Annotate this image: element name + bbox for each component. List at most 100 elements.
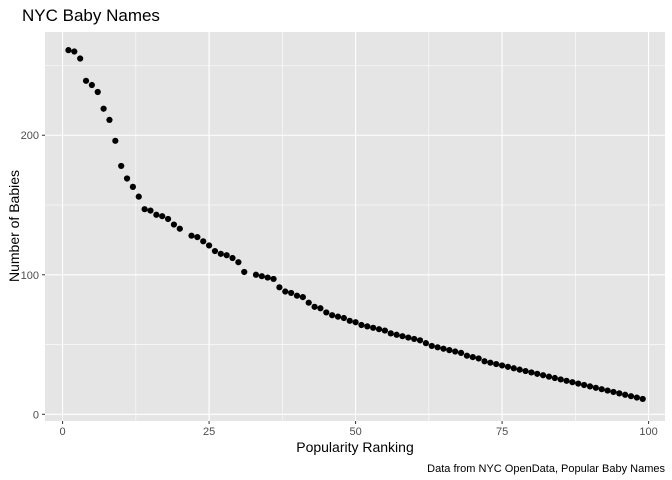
data-point: [452, 348, 459, 355]
data-point: [575, 380, 582, 387]
data-point: [153, 211, 160, 218]
data-point: [200, 238, 207, 245]
data-point: [428, 342, 435, 350]
data-point: [516, 366, 523, 373]
data-point: [159, 213, 166, 220]
x-axis-ticks: 0 25 50 75 100: [60, 421, 658, 438]
data-point: [323, 309, 330, 316]
data-point: [422, 340, 430, 347]
data-points: [65, 47, 646, 403]
data-point: [346, 317, 353, 324]
data-point: [557, 376, 564, 383]
data-point: [528, 369, 535, 376]
data-point: [123, 175, 131, 182]
data-point: [65, 47, 72, 54]
data-point: [540, 372, 547, 379]
y-tick-label: 200: [21, 130, 39, 142]
data-point: [393, 331, 400, 338]
x-tick-label: 25: [203, 426, 215, 438]
data-point: [358, 321, 365, 329]
data-point: [340, 314, 347, 322]
data-point: [581, 381, 588, 389]
data-point: [434, 344, 441, 351]
plot-panel: [45, 32, 665, 421]
data-point: [522, 367, 529, 375]
data-point: [586, 383, 594, 390]
data-point: [100, 105, 107, 112]
data-point: [604, 387, 611, 394]
y-axis-title: Number of Babies: [6, 170, 22, 282]
data-point: [493, 360, 500, 368]
data-point: [94, 88, 101, 96]
data-point: [205, 242, 213, 249]
data-point: [88, 81, 95, 89]
data-point: [352, 319, 359, 326]
data-point: [411, 335, 418, 343]
data-point: [498, 362, 506, 369]
data-point: [229, 254, 236, 262]
data-point: [71, 48, 78, 55]
data-point: [446, 347, 453, 354]
data-point: [170, 221, 178, 228]
data-point: [235, 259, 242, 266]
data-point: [569, 379, 576, 386]
data-point: [241, 268, 248, 276]
grid-lines: [45, 32, 665, 421]
data-point: [405, 334, 412, 341]
data-point: [551, 374, 558, 382]
data-point: [118, 162, 125, 170]
data-point: [534, 370, 541, 377]
data-point: [264, 274, 271, 281]
data-point: [440, 345, 447, 352]
data-point: [176, 225, 183, 232]
data-point: [141, 206, 148, 213]
data-point: [217, 250, 224, 257]
data-point: [598, 386, 605, 393]
data-point: [399, 333, 406, 340]
data-point: [188, 232, 195, 239]
data-point: [211, 247, 219, 255]
data-point: [610, 388, 617, 396]
data-point: [317, 305, 324, 312]
y-tick-label: 0: [33, 409, 39, 421]
y-axis-ticks: 0 100 200: [21, 130, 45, 421]
data-point: [416, 337, 424, 344]
data-point: [311, 303, 318, 310]
x-axis-title: Popularity Ranking: [296, 439, 414, 455]
x-tick-label: 50: [349, 426, 361, 438]
data-point: [616, 390, 623, 397]
x-tick-label: 0: [60, 426, 66, 438]
data-point: [639, 395, 646, 403]
data-point: [592, 384, 599, 391]
data-point: [510, 365, 517, 372]
data-point: [112, 137, 119, 144]
data-point: [270, 275, 277, 283]
data-point: [381, 327, 388, 334]
data-point: [147, 207, 154, 214]
data-point: [563, 377, 570, 384]
chart-title: NYC Baby Names: [22, 6, 160, 25]
data-point: [194, 234, 201, 241]
data-point: [370, 324, 377, 331]
data-point: [288, 289, 295, 297]
x-tick-label: 75: [496, 426, 508, 438]
data-point: [106, 116, 113, 124]
data-point: [252, 271, 260, 278]
data-point: [329, 312, 336, 319]
data-point: [481, 358, 488, 365]
data-point: [305, 299, 312, 306]
data-point: [293, 292, 301, 299]
data-point: [375, 326, 383, 333]
data-point: [276, 284, 283, 291]
data-point: [364, 323, 371, 330]
data-point: [504, 363, 512, 370]
data-point: [463, 352, 471, 359]
y-tick-label: 100: [21, 270, 39, 282]
data-point: [627, 393, 635, 400]
data-point: [457, 349, 465, 357]
data-point: [164, 215, 172, 223]
data-point: [622, 391, 629, 398]
data-point: [282, 288, 289, 295]
data-point: [469, 353, 476, 361]
